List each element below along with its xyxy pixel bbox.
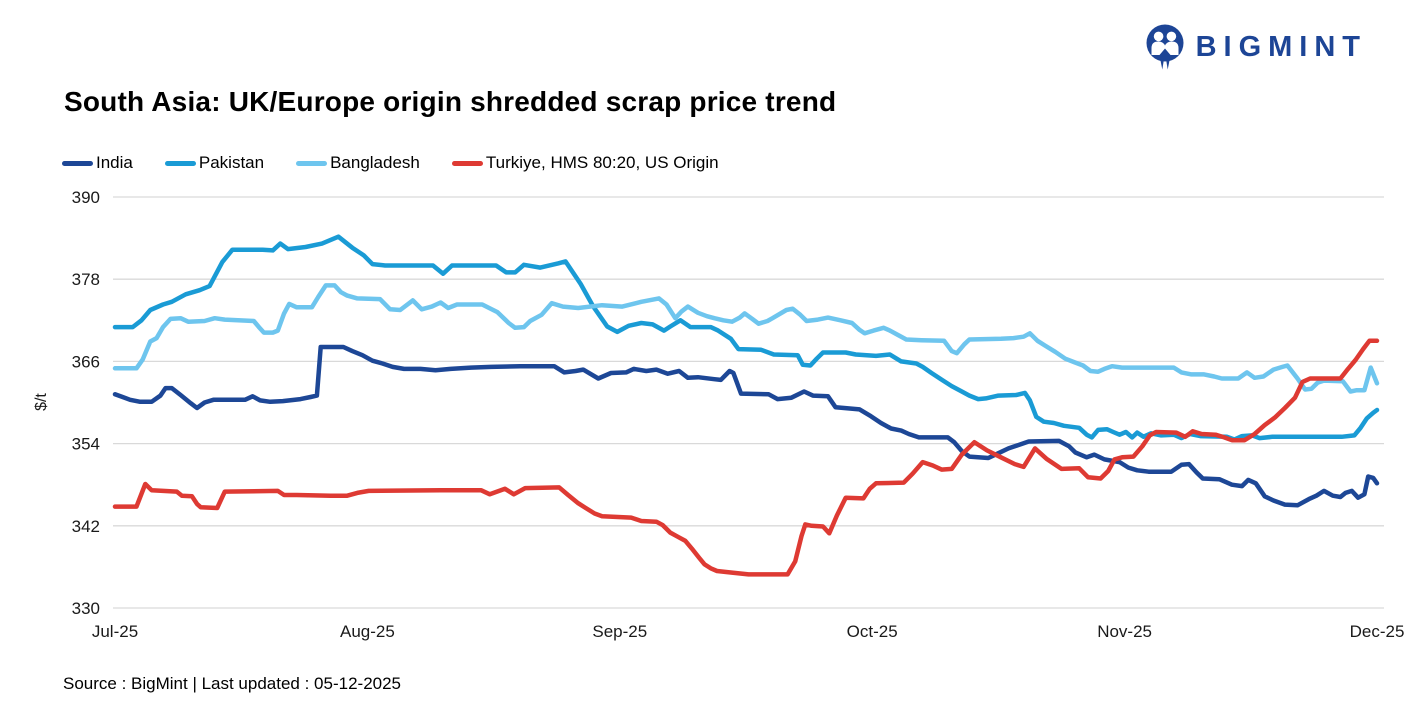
y-tick-label: 366 xyxy=(72,352,100,371)
source-note: Source : BigMint | Last updated : 05-12-… xyxy=(63,674,402,693)
y-tick-label: 342 xyxy=(72,517,100,536)
series-line-bangladesh xyxy=(112,283,1380,394)
legend-item-india: India xyxy=(62,153,133,173)
x-tick-label: Nov-25 xyxy=(1097,622,1152,641)
legend-item-bangladesh: Bangladesh xyxy=(296,153,420,173)
x-tick-label: Oct-25 xyxy=(847,622,898,641)
x-tick-label: Aug-25 xyxy=(340,622,395,641)
series-line-turkiye-hms-80-20-us-origin xyxy=(112,338,1380,577)
brand-logo: BIGMINT xyxy=(1146,24,1367,70)
legend-swatch-bangladesh xyxy=(296,160,328,166)
bigmint-logo-icon xyxy=(1146,24,1186,70)
legend-swatch-pakistan xyxy=(164,160,196,166)
legend-label: Turkiye, HMS 80:20, US Origin xyxy=(485,153,719,172)
legend-label: Bangladesh xyxy=(330,153,420,172)
y-tick-label: 354 xyxy=(72,435,100,454)
legend-item-pakistan: Pakistan xyxy=(164,153,265,173)
series-line-pakistan xyxy=(112,234,1380,442)
y-tick-label: 378 xyxy=(72,270,100,289)
y-axis-title: $/t xyxy=(33,393,50,411)
x-tick-label: Jul-25 xyxy=(92,622,138,641)
legend-label: India xyxy=(96,153,133,172)
x-tick-label: Dec-25 xyxy=(1350,622,1405,641)
y-tick-label: 330 xyxy=(72,599,100,618)
y-tick-label: 390 xyxy=(72,188,100,207)
legend-swatch-turkiye-hms-80-20-us-origin xyxy=(451,160,483,166)
x-tick-label: Sep-25 xyxy=(592,622,647,641)
series-line-india xyxy=(112,344,1380,508)
page-title: South Asia: UK/Europe origin shredded sc… xyxy=(64,86,837,117)
legend-swatch-india xyxy=(62,160,93,166)
legend-label: Pakistan xyxy=(198,153,265,172)
chart-legend: India Pakistan Bangladesh Turkiye, HMS 80:2… xyxy=(62,153,719,173)
legend-item-turkiye-hms-80-20-us-origin: Turkiye, HMS 80:20, US Origin xyxy=(451,153,719,173)
brand-name: BIGMINT xyxy=(1195,30,1367,63)
